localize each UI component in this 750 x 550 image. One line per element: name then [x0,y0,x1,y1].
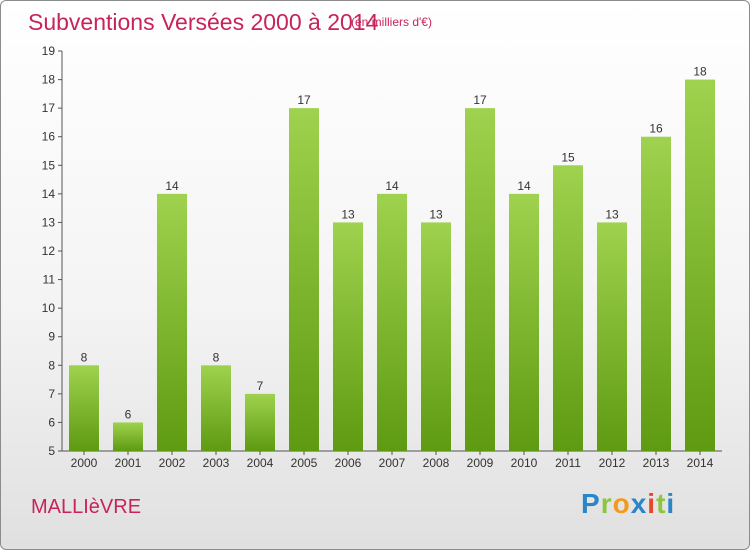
y-tick-label: 14 [42,187,56,201]
bar-2001 [113,422,143,451]
x-tick-label-2011: 2011 [555,456,581,470]
y-tick-label: 11 [43,273,56,287]
x-tick-label-2010: 2010 [511,456,538,470]
bar-2006 [333,222,363,451]
x-tick-label-2008: 2008 [423,456,450,470]
x-tick-label-2014: 2014 [687,456,714,470]
y-tick-label: 8 [48,358,55,372]
bar-2000 [69,365,99,451]
x-tick-label-2003: 2003 [203,456,230,470]
y-tick-label: 6 [48,415,55,429]
data-label-2006: 13 [341,207,355,221]
commune-name: MALLIèVRE [31,496,142,518]
y-tick-label: 15 [42,158,56,172]
data-label-2014: 18 [693,65,707,79]
y-tick-label: 5 [48,444,55,458]
data-label-2007: 14 [385,179,399,193]
y-tick-label: 12 [42,244,56,258]
data-label-2002: 14 [165,179,179,193]
x-tick-label-2001: 2001 [115,456,142,470]
y-tick-label: 9 [48,330,55,344]
bar-2008 [421,222,451,451]
y-tick-label: 18 [42,73,56,87]
data-label-2001: 6 [125,407,132,421]
bar-2004 [245,393,275,451]
proxiti-logo[interactable]: Proxiti [581,488,676,519]
bar-2009 [465,108,495,452]
data-label-2008: 13 [429,207,443,221]
x-tick-label-2012: 2012 [599,456,626,470]
y-tick-label: 7 [48,387,55,401]
x-tick-label-2009: 2009 [467,456,494,470]
data-label-2010: 14 [517,179,531,193]
bar-2012 [597,222,627,451]
y-tick-label: 17 [42,101,56,115]
y-tick-label: 19 [42,44,56,58]
data-label-2003: 8 [213,350,220,364]
bar-2014 [685,79,715,452]
data-label-2013: 16 [649,122,663,136]
bar-2003 [201,365,231,451]
bar-chart: 5 6 7 8 9 10 11 12 13 14 15 16 17 18 19 2000 2001 2002 200… [42,44,722,470]
bar-2005 [289,108,319,452]
x-tick-label-2002: 2002 [159,456,186,470]
y-tick-label: 10 [42,301,56,315]
data-label-2000: 8 [81,350,88,364]
x-tick-label-2000: 2000 [71,456,98,470]
y-tick-label: 16 [42,130,56,144]
bar-2013 [641,136,671,451]
x-tick-label-2007: 2007 [379,456,406,470]
data-label-2004: 7 [257,379,264,393]
x-tick-label-2013: 2013 [643,456,670,470]
bar-2010 [509,193,539,451]
bar-2011 [553,165,583,452]
x-tick-label-2005: 2005 [291,456,318,470]
bar-2007 [377,193,407,451]
x-tick-label-2004: 2004 [247,456,274,470]
data-label-2011: 15 [561,150,575,164]
y-tick-label: 13 [42,215,56,229]
chart-title: Subventions Versées 2000 à 2014 [28,9,379,35]
data-label-2012: 13 [605,207,619,221]
x-tick-label-2006: 2006 [335,456,362,470]
data-label-2005: 17 [297,93,311,107]
chart-subtitle: (en milliers d'€) [351,15,432,29]
data-label-2009: 17 [473,93,487,107]
bar-2002 [157,193,187,451]
